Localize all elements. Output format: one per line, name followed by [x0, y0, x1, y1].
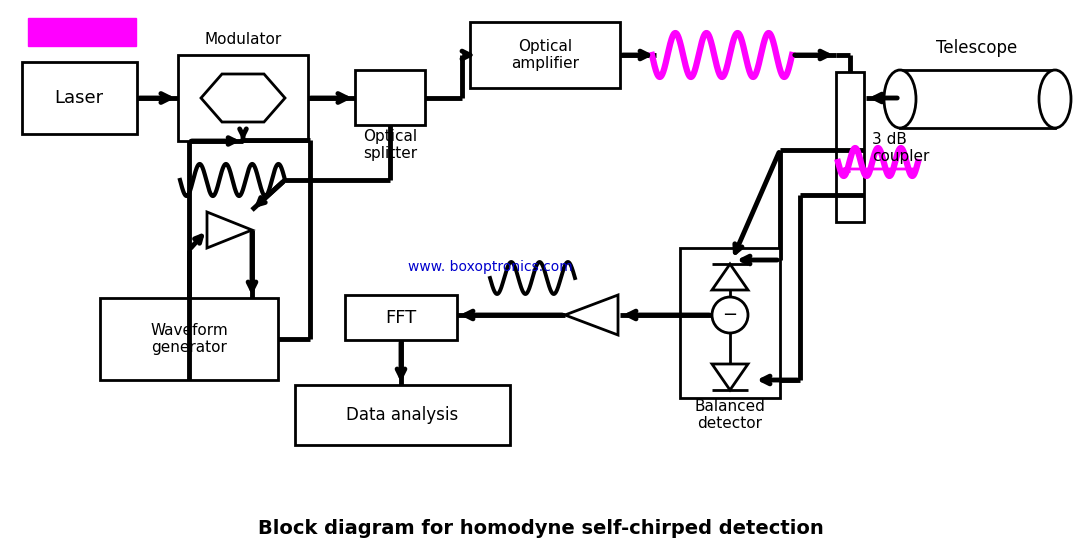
Text: Block diagram for homodyne self-chirped detection: Block diagram for homodyne self-chirped … — [259, 519, 823, 538]
Text: Optical
splitter: Optical splitter — [362, 129, 417, 161]
Bar — [295, 385, 510, 445]
Ellipse shape — [884, 70, 916, 128]
Text: Laser: Laser — [54, 89, 104, 107]
Text: Balanced
detector: Balanced detector — [695, 399, 765, 431]
Polygon shape — [712, 264, 748, 290]
Text: www. boxoptronics.com: www. boxoptronics.com — [408, 260, 572, 274]
Text: FFT: FFT — [385, 309, 417, 327]
Polygon shape — [565, 295, 618, 335]
Text: Optical
amplifier: Optical amplifier — [511, 39, 579, 71]
Bar — [679, 248, 780, 398]
Bar — [900, 70, 1055, 128]
Text: −: − — [723, 306, 738, 324]
Text: Waveform
generator: Waveform generator — [150, 323, 228, 355]
Polygon shape — [207, 212, 252, 248]
Bar — [345, 295, 457, 340]
Text: 3 dB
coupler: 3 dB coupler — [872, 132, 929, 164]
Text: Data analysis: Data analysis — [346, 406, 458, 424]
Bar — [28, 18, 136, 46]
Ellipse shape — [1039, 70, 1071, 128]
Bar — [100, 298, 278, 380]
Circle shape — [712, 297, 748, 333]
Text: Modulator: Modulator — [204, 33, 281, 48]
Bar — [179, 55, 308, 141]
Text: Telescope: Telescope — [936, 39, 1018, 57]
Bar — [836, 72, 865, 222]
Polygon shape — [712, 364, 748, 390]
Polygon shape — [201, 74, 285, 122]
Bar — [355, 70, 425, 125]
Bar — [470, 22, 620, 88]
Bar — [22, 62, 137, 134]
